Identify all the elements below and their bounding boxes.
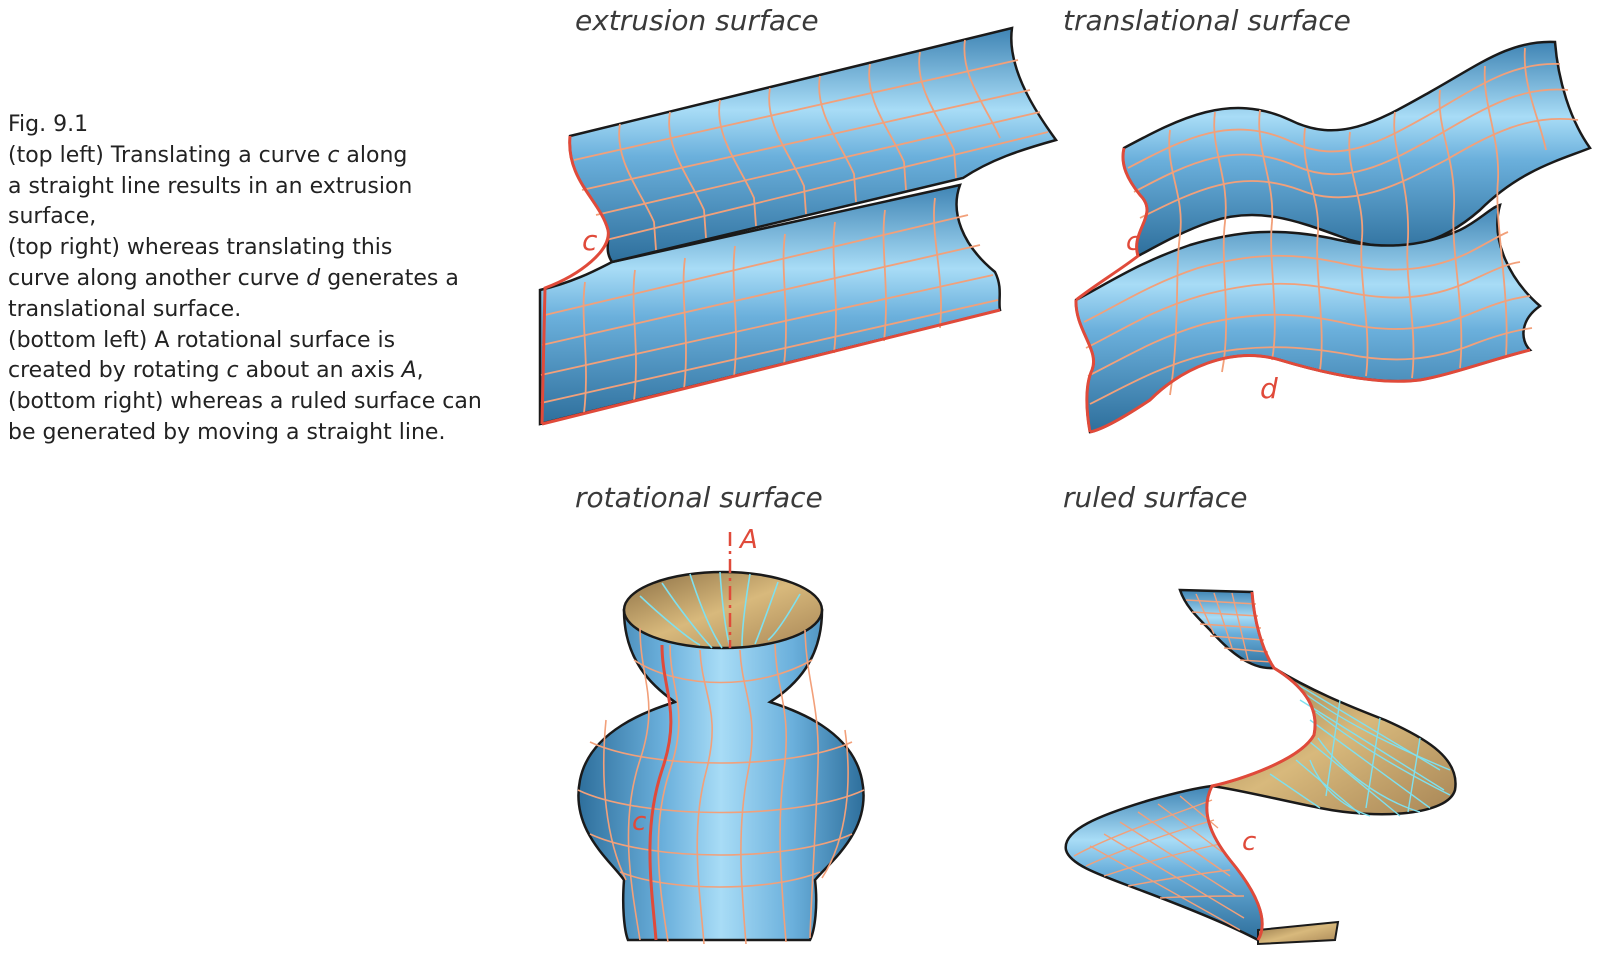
caption-text: curve along another curve [8, 265, 307, 291]
translational-surface: c d [1074, 40, 1592, 434]
figure-caption: Fig. 9.1 (top left) Translating a curve … [8, 110, 508, 449]
caption-line: (bottom left) A rotational surface is [8, 327, 396, 353]
caption-text: , [416, 358, 424, 384]
caption-line: be generated by moving a straight line. [8, 419, 446, 445]
caption-line: a straight line results in an extrusion [8, 173, 413, 199]
panel-title-translational: translational surface [1063, 4, 1351, 37]
caption-text: (top left) Translating a curve [8, 142, 328, 168]
caption-text: generates a [320, 265, 459, 291]
rotational-axis-label: A [738, 525, 758, 555]
caption-variable: A [401, 358, 417, 384]
caption-line: curve along another curve d generates a [8, 264, 508, 295]
caption-line: created by rotating c about an axis A, [8, 356, 508, 387]
rotational-curve-label: c [632, 807, 646, 837]
caption-text: created by rotating [8, 358, 227, 384]
translational-curve-label: c [1126, 227, 1140, 257]
caption-text: along [339, 142, 408, 168]
figure-number: Fig. 9.1 [8, 112, 89, 137]
caption-text: about an axis [238, 358, 402, 384]
caption-line: (bottom right) whereas a ruled surface c… [8, 389, 482, 415]
caption-line: translational surface. [8, 296, 242, 322]
extrusion-curve-label: c [582, 224, 598, 257]
ruled-curve-label: c [1242, 827, 1256, 857]
ruled-surface: c [1064, 588, 1457, 946]
caption-line: (top right) whereas translating this [8, 235, 393, 261]
caption-variable: c [226, 358, 239, 384]
caption-variable: d [306, 265, 321, 291]
panel-title-ruled: ruled surface [1063, 481, 1248, 514]
panel-title-rotational: rotational surface [575, 481, 823, 514]
panel-title-extrusion: extrusion surface [575, 4, 819, 37]
caption-line: (top left) Translating a curve c along [8, 141, 508, 172]
extrusion-surface: c [538, 26, 1059, 426]
rotational-surface: A c [577, 525, 865, 945]
translational-path-label: d [1260, 372, 1278, 405]
caption-line: surface, [8, 204, 97, 230]
caption-variable: c [327, 142, 340, 168]
